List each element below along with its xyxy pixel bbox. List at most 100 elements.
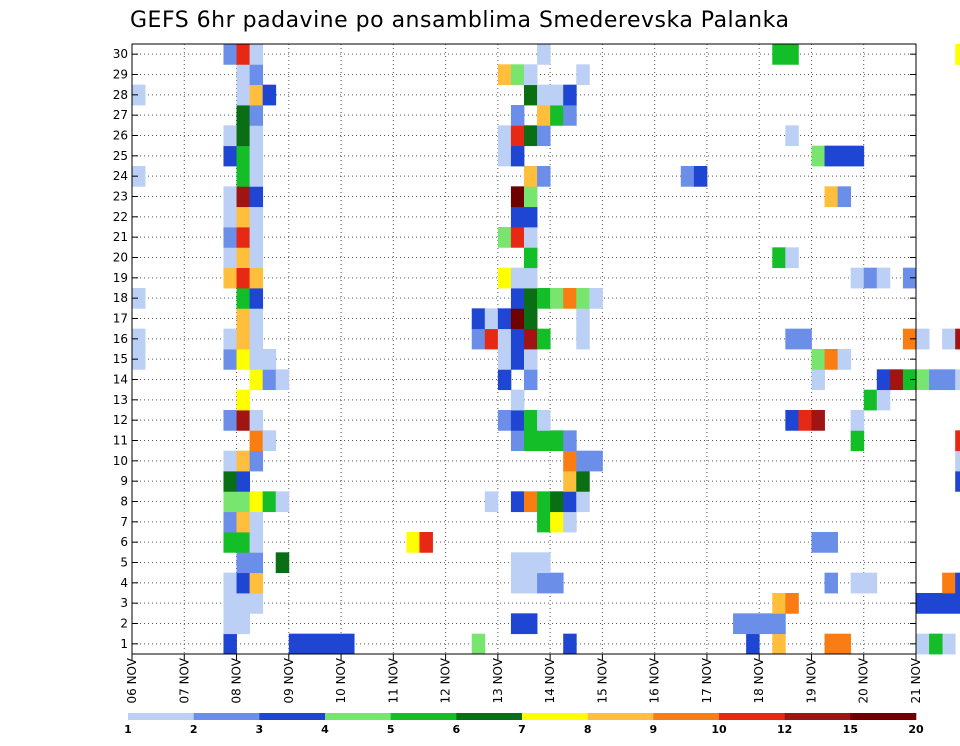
precip-cell <box>824 186 838 208</box>
precip-cell <box>223 247 237 269</box>
precip-cell <box>772 44 799 65</box>
y-tick-label: 30 <box>113 47 128 61</box>
y-tick-label: 5 <box>120 556 128 570</box>
precip-cell <box>510 328 525 350</box>
y-tick-label: 13 <box>113 393 128 407</box>
y-tick-label: 14 <box>113 373 128 387</box>
precip-cell <box>236 349 250 370</box>
y-tick-label: 7 <box>120 515 128 529</box>
precip-cell <box>955 328 960 350</box>
precip-cell <box>236 186 250 208</box>
precip-cell <box>746 633 760 655</box>
precip-cell <box>249 308 264 330</box>
precip-cell <box>497 308 512 330</box>
precip-cell <box>876 267 891 289</box>
precip-cell <box>262 430 277 452</box>
precip-cell <box>249 491 264 513</box>
precip-cell <box>772 633 786 655</box>
y-tick-label: 21 <box>113 230 128 244</box>
colorbar-swatch <box>193 713 260 720</box>
x-axis: 06 NOV 07 NOV 08 NOV 09 NOV 10 NOV 11 NOV 12 N… <box>125 654 923 704</box>
precip-cell <box>902 267 917 289</box>
x-tick-label: 10 NOV <box>334 657 348 703</box>
precip-cell <box>288 633 355 655</box>
precip-cell <box>236 206 250 228</box>
y-tick-label: 23 <box>113 190 128 204</box>
precip-cell <box>223 227 237 248</box>
precip-cell <box>537 84 564 106</box>
precip-cell <box>236 410 250 431</box>
precip-cell <box>223 450 237 472</box>
precip-cell <box>563 511 577 533</box>
precip-cell <box>223 633 237 655</box>
precip-cell <box>223 410 237 431</box>
precip-cell <box>249 247 264 269</box>
precip-cell <box>223 186 237 208</box>
precip-cell <box>537 125 551 147</box>
cells-layer <box>132 44 960 655</box>
precip-cell <box>824 349 838 370</box>
colorbar-label: 3 <box>256 723 264 736</box>
precip-cell <box>524 430 564 452</box>
precip-cell <box>537 44 551 65</box>
x-tick-label: 09 NOV <box>282 657 296 703</box>
precip-cell <box>510 288 525 309</box>
precip-cell <box>576 288 590 309</box>
precip-cell <box>406 532 420 553</box>
y-tick-label: 9 <box>120 474 128 488</box>
precip-cell <box>850 410 865 431</box>
precip-cell <box>223 471 237 492</box>
precip-cell <box>484 308 499 330</box>
colorbar-label: 7 <box>518 723 526 736</box>
x-tick-label: 18 NOV <box>752 657 766 703</box>
precip-cell <box>524 227 538 248</box>
precip-cell <box>524 491 538 513</box>
precip-cell <box>249 572 264 594</box>
y-tick-label: 1 <box>120 637 128 651</box>
x-tick-label: 11 NOV <box>386 657 400 703</box>
precip-cell <box>249 288 264 309</box>
precip-cell <box>576 471 590 492</box>
x-tick-label: 17 NOV <box>700 657 714 703</box>
x-tick-label: 13 NOV <box>491 657 505 703</box>
y-axis: 1234567891011121314151617181920212223242… <box>113 47 916 651</box>
precip-cell <box>262 491 277 513</box>
precip-cell <box>524 125 538 147</box>
precip-cell <box>563 105 577 126</box>
y-tick-label: 19 <box>113 271 128 285</box>
precip-cell <box>510 186 525 208</box>
precip-cell <box>132 288 146 309</box>
precip-cell <box>563 450 577 472</box>
precip-cell <box>850 430 865 452</box>
precip-cell <box>524 349 538 370</box>
colorbar-swatch <box>325 713 391 720</box>
precip-cell <box>275 552 290 574</box>
precip-cell <box>236 145 250 167</box>
x-tick-label: 12 NOV <box>439 657 453 703</box>
precip-cell <box>537 511 551 533</box>
precip-cell <box>497 349 512 370</box>
precip-cell <box>223 572 237 594</box>
x-tick-label: 16 NOV <box>648 657 662 703</box>
colorbar-swatch <box>653 713 720 720</box>
y-tick-label: 20 <box>113 251 128 265</box>
precip-cell <box>223 593 264 614</box>
precip-cell <box>563 84 577 106</box>
colorbar-label: 12 <box>777 723 792 736</box>
precip-cell <box>249 206 264 228</box>
precip-cell <box>236 44 250 65</box>
precip-cell <box>563 430 577 452</box>
colorbar-swatch <box>784 713 851 720</box>
precip-cell <box>236 267 250 289</box>
precip-cell <box>236 247 250 269</box>
colorbar-label: 5 <box>387 723 395 736</box>
precip-cell <box>497 64 512 86</box>
precip-cell <box>249 44 264 65</box>
x-tick-label: 06 NOV <box>125 657 139 703</box>
precip-cell <box>811 410 825 431</box>
precip-cell <box>236 328 250 350</box>
precip-cell <box>563 633 577 655</box>
precip-cell <box>837 349 852 370</box>
x-tick-label: 07 NOV <box>177 657 191 703</box>
